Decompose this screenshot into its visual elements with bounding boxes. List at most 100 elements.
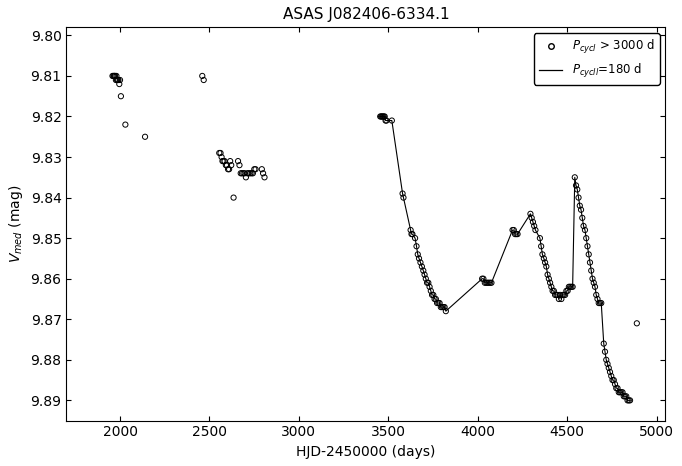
Legend: $P_{cycl}$ > 3000 d, $P_{cycll}$=180 d: $P_{cycl}$ > 3000 d, $P_{cycll}$=180 d: [534, 33, 659, 84]
Point: [407, 230, 418, 238]
Point: [623, 397, 634, 404]
Point: [598, 340, 609, 347]
Point: [216, 153, 227, 161]
Point: [111, 72, 122, 80]
Point: [613, 389, 624, 396]
Point: [381, 117, 392, 124]
Point: [572, 186, 582, 193]
Point: [424, 283, 435, 290]
Point: [511, 230, 522, 238]
Point: [507, 226, 518, 234]
Point: [593, 299, 604, 307]
Point: [423, 279, 434, 287]
Point: [484, 279, 494, 287]
Point: [380, 117, 391, 124]
Point: [222, 165, 233, 173]
Point: [110, 72, 121, 80]
Point: [512, 230, 523, 238]
Point: [563, 283, 574, 290]
Point: [601, 356, 612, 363]
Point: [435, 303, 446, 311]
Point: [577, 214, 588, 222]
Point: [545, 279, 556, 287]
Point: [625, 397, 636, 404]
Point: [439, 303, 450, 311]
Point: [421, 279, 432, 287]
Point: [213, 149, 224, 157]
Point: [553, 295, 564, 303]
Point: [508, 226, 519, 234]
Point: [607, 377, 618, 384]
Point: [234, 161, 245, 169]
Point: [245, 170, 256, 177]
Point: [226, 161, 237, 169]
Point: [546, 283, 557, 290]
X-axis label: HJD-2450000 (days): HJD-2450000 (days): [296, 445, 436, 459]
Point: [592, 295, 603, 303]
Point: [215, 149, 226, 157]
Point: [547, 287, 558, 295]
Point: [430, 295, 441, 303]
Point: [113, 76, 124, 84]
Point: [222, 161, 233, 169]
Point: [411, 242, 422, 250]
Point: [377, 113, 388, 120]
Point: [228, 194, 239, 201]
Point: [583, 251, 594, 258]
Point: [419, 271, 430, 278]
Point: [238, 170, 249, 177]
Point: [379, 113, 389, 120]
Point: [427, 291, 438, 299]
Point: [115, 76, 125, 84]
Point: [432, 299, 443, 307]
Point: [398, 194, 409, 201]
Point: [567, 283, 578, 290]
Point: [433, 299, 444, 307]
Point: [233, 158, 243, 165]
Point: [557, 291, 568, 299]
Point: [258, 170, 269, 177]
Point: [571, 182, 582, 189]
Point: [596, 299, 607, 307]
Point: [108, 72, 119, 80]
Y-axis label: $V_{med}$ (mag): $V_{med}$ (mag): [7, 185, 25, 263]
Point: [376, 113, 387, 120]
Point: [438, 303, 449, 311]
Point: [595, 299, 606, 307]
Point: [107, 72, 118, 80]
Point: [120, 121, 131, 128]
Point: [537, 251, 548, 258]
Point: [602, 360, 613, 368]
Point: [541, 263, 552, 270]
Point: [538, 255, 549, 262]
Point: [441, 308, 451, 315]
Point: [410, 234, 421, 242]
Point: [576, 206, 587, 213]
Point: [259, 174, 270, 181]
Point: [248, 170, 258, 177]
Point: [218, 158, 229, 165]
Point: [559, 291, 569, 299]
Point: [604, 368, 615, 376]
Point: [477, 275, 488, 282]
Point: [591, 291, 602, 299]
Point: [428, 291, 439, 299]
Point: [622, 397, 633, 404]
Point: [197, 72, 208, 80]
Point: [569, 174, 580, 181]
Point: [405, 226, 416, 234]
Point: [486, 279, 497, 287]
Point: [535, 242, 546, 250]
Point: [616, 389, 627, 396]
Point: [566, 283, 577, 290]
Point: [115, 92, 126, 100]
Point: [509, 230, 520, 238]
Point: [614, 389, 625, 396]
Point: [256, 165, 267, 173]
Point: [426, 287, 436, 295]
Point: [529, 222, 539, 230]
Point: [239, 170, 250, 177]
Point: [198, 76, 209, 84]
Point: [250, 165, 261, 173]
Point: [241, 174, 252, 181]
